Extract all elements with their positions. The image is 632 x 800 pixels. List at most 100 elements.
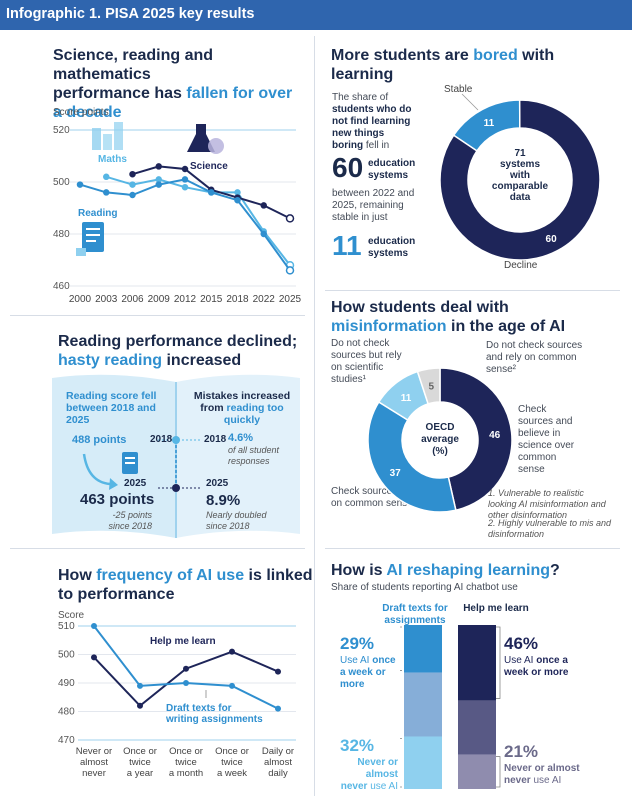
book-icon xyxy=(76,222,104,256)
decline-label: Decline xyxy=(504,260,538,271)
footnote-2: 2. Highly vulnerable to mis and disinfor… xyxy=(488,518,612,539)
x-tick-label: 2022 xyxy=(253,294,276,305)
mistakes-2018: 4.6% xyxy=(228,432,254,444)
panel1-title: Science, reading and mathematics perform… xyxy=(53,47,293,121)
draft-top-pct: 29% xyxy=(340,634,375,653)
x-tick-label: 2009 xyxy=(148,294,171,305)
banner: Infographic 1. PISA 2025 key results xyxy=(0,0,632,30)
series-line-maths xyxy=(105,175,291,266)
help-bottom-text: Never or almost never use AI xyxy=(504,763,580,786)
data-point xyxy=(285,266,295,275)
score-2018: 488 points xyxy=(72,434,127,446)
x-tick-label: Daily or almost daily xyxy=(262,746,294,779)
misinfo-donut-value-label: 46 xyxy=(489,430,501,441)
data-point xyxy=(103,173,110,181)
bracket xyxy=(400,738,402,788)
data-point xyxy=(285,214,295,223)
data-point xyxy=(260,202,267,209)
donut-center-text: comparable xyxy=(492,181,549,192)
x-tick-label: 2025 xyxy=(279,294,302,305)
bracket xyxy=(496,626,501,699)
data-point xyxy=(155,181,162,188)
data-point xyxy=(91,623,97,629)
donut-center-text: 71 xyxy=(514,148,526,159)
mistakes-2025-note: Nearly doubled since 2018 xyxy=(206,510,267,531)
help-top-text: Use AI once a week or more xyxy=(504,655,569,678)
bored-donut-value-label: 60 xyxy=(546,234,558,245)
mistakes-2025: 8.9% xyxy=(206,492,241,509)
data-point xyxy=(229,648,235,655)
bored-donut-value-label: 11 xyxy=(484,118,495,129)
donut-center-text: systems xyxy=(500,159,540,170)
ai-use-bars xyxy=(400,625,501,789)
y-tick-label: 460 xyxy=(53,281,70,292)
bored-intro-text: The share of students who do not find le… xyxy=(332,92,412,151)
data-point xyxy=(275,668,281,675)
x-tick-label: 2015 xyxy=(200,294,223,305)
misinfo-donut-slice xyxy=(367,401,457,513)
bar-segment-never xyxy=(458,754,496,789)
data-point xyxy=(181,165,189,173)
data-point xyxy=(155,176,162,183)
divider-right-2 xyxy=(325,548,620,549)
y-axis-unit: Score xyxy=(58,610,85,621)
bored-mid-text: between 2022 and 2025, remaining stable … xyxy=(332,188,415,223)
big-60-label: education systems xyxy=(368,158,416,181)
bar-segment-middle xyxy=(404,672,442,737)
score-2025: 463 points xyxy=(80,491,155,508)
donut-center-text: OECD xyxy=(426,422,455,433)
big-number-11: 11 xyxy=(332,230,362,261)
big-number-60: 60 xyxy=(332,152,364,183)
reading-fell-heading: Reading score fell between 2018 and 2025 xyxy=(66,390,157,426)
bar-segment-weekly xyxy=(458,625,496,701)
y-tick-label: 490 xyxy=(58,678,75,689)
misinfo-donut-slice xyxy=(439,367,513,512)
x-tick-label: 2018 xyxy=(226,294,249,305)
misinfo-donut-slice xyxy=(416,367,441,405)
year-2018-right: 2018 xyxy=(204,434,227,445)
year-2025-right: 2025 xyxy=(206,478,229,489)
label-check-science: Check sources and believe in science ove… xyxy=(518,404,575,475)
data-point xyxy=(155,163,162,170)
bar-segment-weekly xyxy=(404,625,442,673)
x-tick-label: Once or twice a year xyxy=(123,746,157,779)
panel3-title: Reading performance declined; hasty read… xyxy=(58,333,298,369)
x-tick-label: 2003 xyxy=(95,294,118,305)
x-tick-label: Never or almost never xyxy=(76,746,112,779)
donut-center-text: (%) xyxy=(432,446,448,457)
help-me-learn-label: Help me learn xyxy=(150,636,216,647)
y-tick-label: 510 xyxy=(58,621,75,632)
ai-frequency-chart: Score 470 480 490 500 510 Help me learn Draf… xyxy=(58,610,296,779)
y-tick-label: 480 xyxy=(58,707,75,718)
data-point xyxy=(129,181,136,188)
label-no-check-science: Do not check sources but rely on scienti… xyxy=(331,338,402,385)
data-point xyxy=(183,680,189,686)
panel2-title: More students are bored with learning xyxy=(331,47,555,83)
misinfo-donut-value-label: 37 xyxy=(390,468,402,479)
divider-left-2 xyxy=(10,548,305,549)
data-point xyxy=(129,191,136,199)
data-point xyxy=(91,654,97,661)
y-tick-label: 500 xyxy=(58,650,75,661)
x-tick-label: 2006 xyxy=(121,294,144,305)
donut-center-text: average xyxy=(421,434,459,445)
data-point xyxy=(129,170,136,178)
draft-top-text: Use AI once a week or more xyxy=(340,655,396,690)
panel4-title: How students deal with misinformation in… xyxy=(331,299,566,335)
data-point xyxy=(229,682,235,689)
mistakes-2018-note: of all student responses xyxy=(228,445,280,466)
label-check-common: Check sources but rely on common sense¹ xyxy=(331,486,433,509)
y-tick-label: 470 xyxy=(58,735,75,746)
x-tick-label: 2000 xyxy=(69,294,92,305)
data-point xyxy=(76,181,84,188)
draft-head: Draft texts for assignments xyxy=(382,603,448,626)
label-no-check-common: Do not check sources and rely on common … xyxy=(486,340,583,375)
bracket xyxy=(496,756,501,788)
draft-texts-label: Draft texts for writing assignments xyxy=(165,703,263,725)
data-point xyxy=(234,196,241,204)
divider-right-1 xyxy=(325,290,620,291)
donut-center-text: with xyxy=(509,170,530,181)
divider-left-1 xyxy=(10,315,305,316)
